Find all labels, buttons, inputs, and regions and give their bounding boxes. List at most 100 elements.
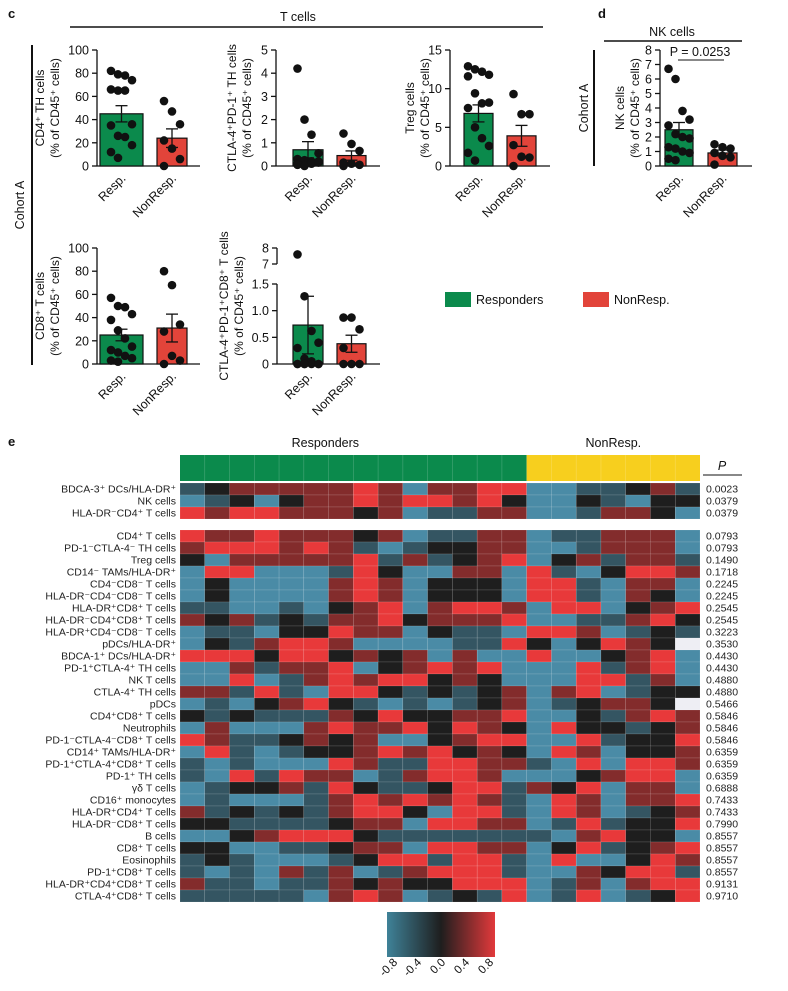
heatmap-cell [625,685,651,699]
heatmap-cell [278,865,305,879]
heatmap-cell [427,589,453,603]
heatmap-cell [501,589,527,603]
heatmap-cell [575,589,602,603]
heatmap-cell [353,745,379,759]
heatmap-cell [427,637,453,651]
heatmap-cell [427,781,453,795]
heatmap-cell [254,793,280,807]
heatmap-cell [328,482,354,496]
heatmap-cell [179,769,206,783]
heatmap-cell [674,506,701,520]
heatmap-cell [625,589,651,603]
heatmap-cell [328,853,354,867]
row-label: HLA-DR⁺CD8⁺ T cells [72,603,176,615]
x-tick-label: Resp. [282,369,315,402]
heatmap-cell [402,494,428,508]
heatmap-cell [427,721,453,735]
y-axis-label: NK cells [613,86,627,130]
heatmap-cell [179,661,206,675]
heatmap-cell [278,889,305,903]
heatmap-cell [501,685,527,699]
nk-cells-header: NK cells [649,25,695,39]
row-label: Treg cells [131,555,176,567]
heatmap-row: PD-1⁺CTLA-4⁺CD8⁺ T cells 0.6359 [45,757,738,771]
heatmap-cell [600,673,626,687]
heatmap-cell [452,757,478,771]
y-tick-label: 0 [262,358,269,372]
heatmap-cell [328,805,354,819]
heatmap-cell [427,709,453,723]
data-point [678,147,687,156]
heatmap-cell [402,721,428,735]
data-point [293,64,302,73]
heatmap-cell [427,649,453,663]
heatmap-cell [600,553,626,567]
data-point [127,353,137,363]
heatmap-cell [204,781,230,795]
heatmap-row: PD-1⁺CTLA-4⁺ TH cells 0.4430 [64,661,738,675]
heatmap-cell [501,494,527,508]
heatmap-cell [377,793,404,807]
heatmap-cell [427,577,453,591]
heatmap-cell [303,494,329,508]
data-point [477,67,487,76]
data-point [718,151,727,161]
heatmap-cell [377,721,404,735]
x-tick-label: Resp. [453,171,486,204]
heatmap-cell [204,482,230,496]
row-label: CTLA-4⁺CD8⁺ T cells [75,891,176,903]
heatmap-cell [278,482,305,496]
heatmap-cell [625,817,651,831]
data-point [293,160,302,170]
row-label: NK T cells [129,675,176,687]
x-tick-label: NonResp. [309,369,358,418]
data-point [710,160,719,169]
heatmap-cell [402,745,428,759]
heatmap-cell [501,889,527,903]
heatmap-cell [625,601,651,615]
heatmap-cell [254,553,280,567]
heatmap-cell [452,697,478,711]
data-point [678,132,687,142]
heatmap-cell [476,673,503,687]
heatmap-cell [575,661,602,675]
data-point [127,342,137,351]
heatmap-cell [278,769,305,783]
y-tick-label: 10 [428,82,442,96]
heatmap-cell [600,541,626,555]
heatmap-cell [278,589,305,603]
heatmap-cell [303,817,329,831]
data-point [159,327,169,336]
heatmap-cell [179,589,206,603]
heatmap-cell [278,841,305,855]
row-p-value: 0.0379 [706,496,738,508]
heatmap-cell [551,482,577,496]
heatmap-cell [551,637,577,651]
row-p-value: 0.6359 [706,771,738,783]
heatmap-cell [551,733,577,747]
y-tick-label: 7 [262,258,269,272]
heatmap-cell [674,565,701,579]
heatmap-cell [254,637,280,651]
heatmap-cell [353,757,379,771]
y-axis-label: (% of CD45⁺ cells) [628,58,642,158]
row-p-value: 0.9710 [706,891,738,903]
heatmap-cell [674,541,701,555]
heatmap-row: HLA-DR⁻CD4⁺CD8⁺ T cells 0.2545 [45,613,738,627]
heatmap-cell [526,589,552,603]
heatmap-cell [551,649,577,663]
heatmap-cell [551,541,577,555]
heatmap-cell [377,541,404,555]
data-point [300,291,309,301]
heatmap-cell [377,745,404,759]
heatmap-cell [353,889,379,903]
heatmap-cell [303,877,329,891]
heatmap-cell [402,506,428,520]
row-p-value: 0.1490 [706,555,738,567]
x-tick-label: NonResp. [680,171,729,220]
heatmap-cell [501,709,527,723]
heatmap-cell [625,553,651,567]
heatmap-cell [575,769,602,783]
heatmap-cell [575,841,602,855]
y-tick-label: 40 [75,311,89,325]
